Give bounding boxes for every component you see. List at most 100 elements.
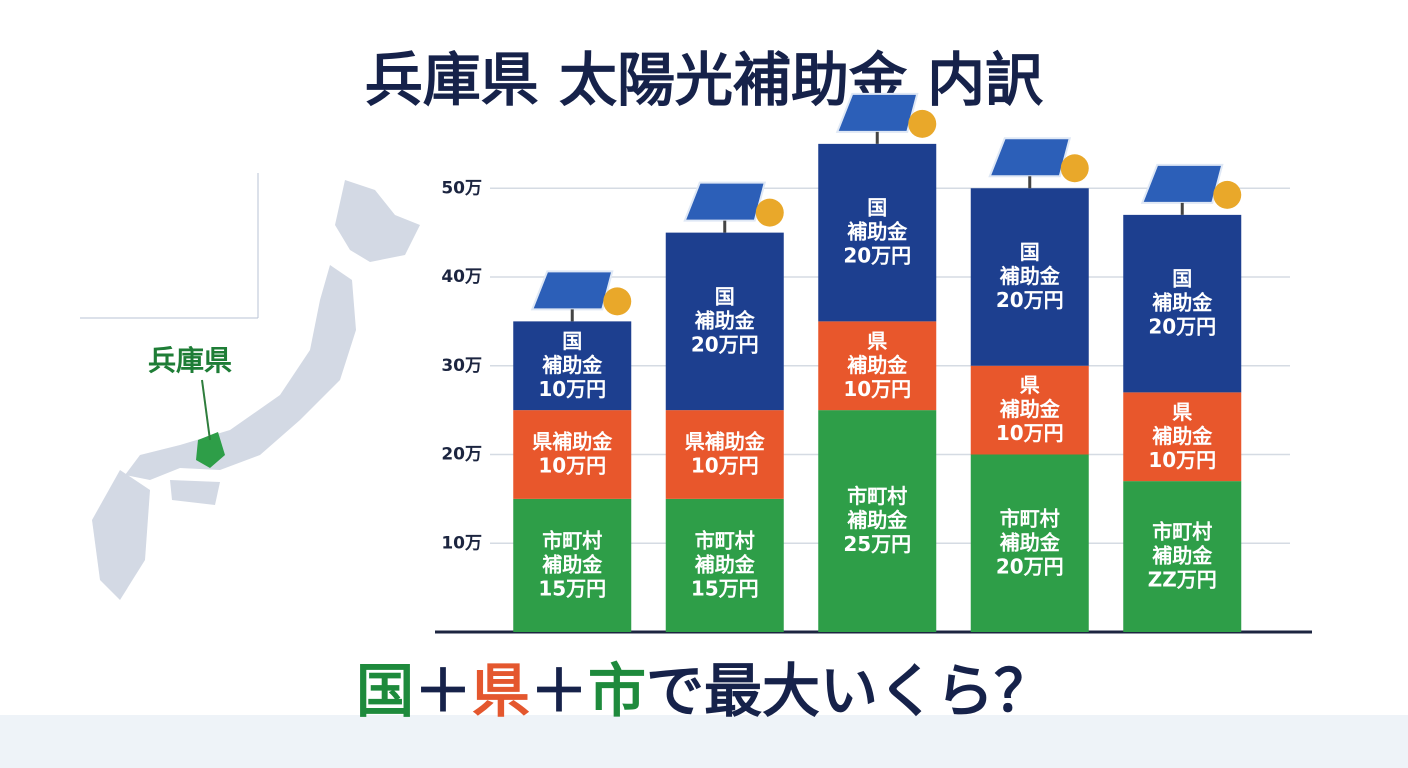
bar-value-label-line: 市町村: [1000, 506, 1060, 530]
bottom-band: [0, 715, 1408, 768]
bar-value-label-line: 補助金: [1151, 543, 1213, 567]
y-tick-label: 40万: [441, 267, 482, 287]
bar-value-label-line: 15万円: [538, 576, 606, 600]
bar-segment: [970, 365, 1089, 455]
footer-part: ＋: [530, 657, 588, 725]
bar-value-label-line: 県: [1172, 399, 1192, 423]
bar-value-label: 県補助金 10万円: [532, 429, 613, 477]
bar-value-label-line: 県: [867, 328, 887, 352]
y-tick-label: 20万: [441, 445, 482, 465]
bar-segment: [1123, 214, 1242, 393]
bar-value-label: 県補助金 10万円: [843, 328, 911, 400]
solar-panel-icon: [1140, 163, 1224, 204]
bar-value-label-line: 10万円: [996, 421, 1064, 445]
bar-value-label-line: 10万円: [538, 453, 606, 477]
bar-segment: [1123, 481, 1242, 632]
bar-value-label: 国補助金 20万円: [691, 284, 759, 356]
solar-panel-icon: [988, 137, 1072, 178]
bar-segment: [665, 410, 784, 499]
bar-value-label-line: 10万円: [843, 376, 911, 400]
solar-panel-icon: [530, 270, 614, 311]
bar-value-label-line: 国: [562, 328, 582, 352]
footer-part: 市: [588, 657, 646, 725]
bar-value-label-line: 県: [1020, 373, 1040, 397]
bar-segment: [513, 410, 632, 499]
japan-map: [92, 180, 420, 600]
bar-value-label: 市町村補助金 15万円: [538, 528, 606, 600]
bar-value-label: 国補助金 20万円: [843, 195, 911, 267]
bar-value-label-line: 国: [867, 195, 887, 219]
solar-panel-icon: [835, 92, 919, 133]
bar-value-label-line: 20万円: [1148, 314, 1216, 338]
bar-value-label: 県補助金 10万円: [996, 373, 1064, 445]
solar-panel-icon: [683, 181, 767, 222]
bar-segment: [818, 143, 937, 322]
bar-value-label-line: 国: [1172, 266, 1192, 290]
bar-value-label-line: ZZ万円: [1148, 567, 1217, 591]
footer-part: で最大いくら？: [646, 657, 1052, 725]
map-label: 兵庫県: [148, 344, 232, 377]
bar-value-label-line: 20万円: [996, 554, 1064, 578]
bar-value-label-line: 補助金: [999, 397, 1061, 421]
bar-segment: [665, 498, 784, 632]
bar-value-label-line: 国: [715, 284, 735, 308]
bar-segment: [513, 498, 632, 632]
money-bag-icon: [1213, 180, 1242, 209]
title: 兵庫県 太陽光補助金 内訳: [365, 46, 1044, 114]
bar-segment: [1123, 392, 1242, 482]
bar-value-label-line: 20万円: [843, 243, 911, 267]
money-bag-icon: [908, 109, 937, 138]
bar-value-label-line: 10万円: [538, 376, 606, 400]
money-bag-icon: [603, 287, 632, 316]
bar-value-label-line: 補助金: [694, 308, 756, 332]
bar-segment: [513, 321, 632, 411]
bar-value-label-line: 補助金: [1151, 290, 1213, 314]
bar-value-label: 国補助金 20万円: [996, 240, 1064, 312]
bar-segment: [970, 454, 1089, 632]
footer-part: 県: [472, 657, 530, 725]
footer-question: 国＋県＋市で最大いくら？: [356, 657, 1052, 725]
footer-part: ＋: [414, 657, 472, 725]
map-pointer: [201, 379, 211, 441]
bar-value-label: 県補助金 10万円: [685, 429, 766, 477]
bar-segment: [970, 188, 1089, 366]
bar-value-label-line: 補助金: [1151, 423, 1213, 447]
bar-segment: [665, 232, 784, 411]
bar-value-label-line: 県補助金: [685, 429, 766, 453]
bar-value-label-line: 補助金: [846, 352, 908, 376]
bar-value-label: 県補助金 10万円: [1148, 399, 1216, 471]
y-tick-label: 50万: [441, 178, 482, 198]
bar-value-label-line: 補助金: [541, 552, 603, 576]
bar-value-label-line: 10万円: [691, 453, 759, 477]
footer-part: 国: [356, 657, 414, 725]
bar-value-label: 国補助金 20万円: [1148, 266, 1216, 338]
bar-value-label-line: 補助金: [846, 508, 908, 532]
bar-value-label: 市町村補助金 15万円: [691, 528, 759, 600]
bar-value-label: 市町村補助金 20万円: [996, 506, 1064, 578]
bar-value-label: 市町村補助金 25万円: [843, 484, 911, 556]
bar-value-label-line: 市町村: [1152, 519, 1212, 543]
bar-value-label-line: 補助金: [999, 264, 1061, 288]
bar-value-label-line: 20万円: [996, 288, 1064, 312]
bar-value-label-line: 25万円: [843, 532, 911, 556]
bar-value-label-line: 国: [1020, 240, 1040, 264]
bar-value-label-line: 市町村: [695, 528, 755, 552]
bar-segment: [818, 321, 937, 411]
bar-value-label-line: 市町村: [542, 528, 602, 552]
bar-segment: [818, 410, 937, 632]
y-tick-label: 30万: [441, 356, 482, 376]
bar-value-label-line: 20万円: [691, 332, 759, 356]
bar-value-label-line: 15万円: [691, 576, 759, 600]
y-tick-label: 10万: [441, 533, 482, 553]
bar-value-label: 市町村補助金 ZZ万円: [1148, 519, 1217, 591]
hyogo-highlight: [196, 432, 225, 468]
money-bag-icon: [755, 198, 784, 227]
money-bag-icon: [1060, 154, 1089, 183]
bar-value-label-line: 10万円: [1148, 447, 1216, 471]
bar-value-label-line: 市町村: [847, 484, 907, 508]
bar-value-label-line: 補助金: [846, 219, 908, 243]
bar-value-label-line: 県補助金: [532, 429, 613, 453]
